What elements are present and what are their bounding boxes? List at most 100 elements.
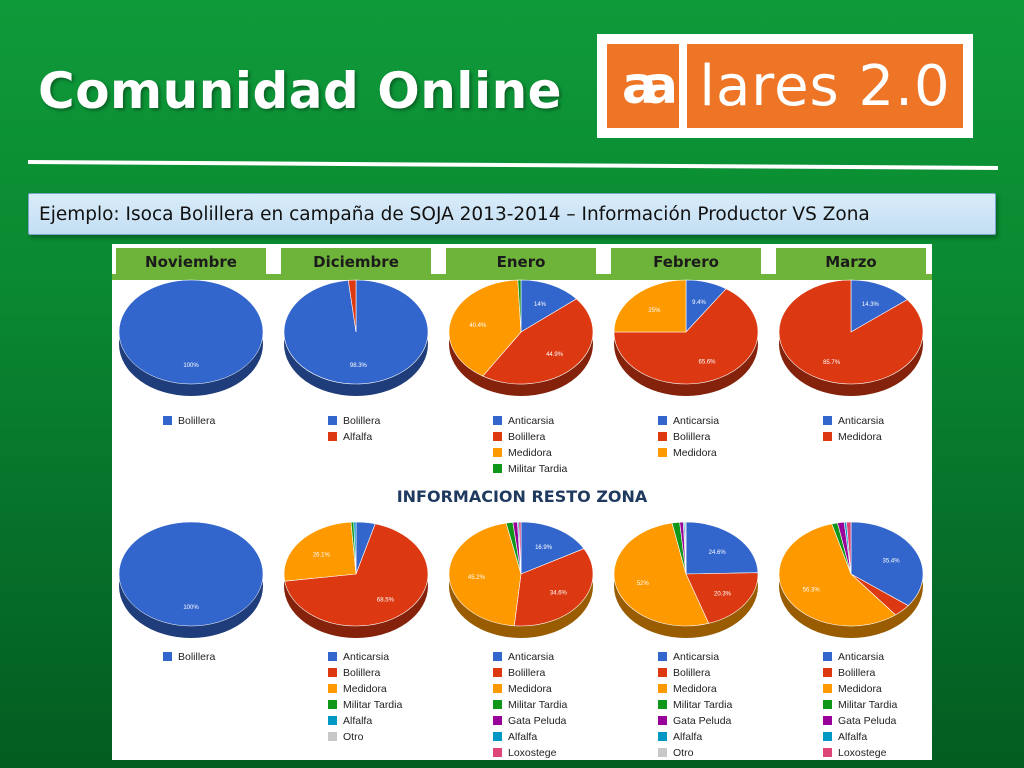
pie-slice-zona-diciembre-alfalfa bbox=[353, 521, 357, 575]
month-header-diciembre bbox=[281, 248, 431, 274]
pie-label-zona-febrero-0: 24.6% bbox=[709, 550, 727, 556]
legend-label-zona-marzo-5: Alfalfa bbox=[838, 731, 867, 743]
legend-label-productor-marzo-0: Anticarsia bbox=[838, 415, 884, 427]
legend-label-zona-febrero-0: Anticarsia bbox=[673, 651, 719, 663]
legend-swatch-zona-enero-4 bbox=[493, 716, 502, 725]
pie-label-zona-febrero-2: 52% bbox=[637, 581, 650, 587]
legend-label-zona-febrero-2: Medidora bbox=[673, 683, 717, 695]
pie-slice-zona-febrero-otro bbox=[684, 521, 687, 575]
legend-swatch-zona-marzo-0 bbox=[823, 652, 832, 661]
pie-slice-zona-marzo-anticarsia bbox=[850, 521, 924, 606]
pie-slice-zona-marzo-loxostege bbox=[846, 521, 852, 575]
subtitle-banner: Ejemplo: Isoca Bolillera en campaña de S… bbox=[28, 193, 996, 235]
legend-swatch-zona-marzo-6 bbox=[823, 748, 832, 757]
legend-swatch-zona-marzo-3 bbox=[823, 700, 832, 709]
pie-label-productor-febrero-1: 65.6% bbox=[699, 359, 717, 365]
legend-swatch-zona-marzo-1 bbox=[823, 668, 832, 677]
pie-slice-productor-enero-anticarsia bbox=[520, 279, 577, 333]
month-header-enero bbox=[446, 248, 596, 274]
logo-mark: aa bbox=[607, 44, 679, 128]
legend-swatch-productor-diciembre-0 bbox=[328, 416, 337, 425]
legend-swatch-zona-noviembre-0 bbox=[163, 652, 172, 661]
legend-swatch-zona-diciembre-1 bbox=[328, 668, 337, 677]
legend-swatch-productor-febrero-2 bbox=[658, 448, 667, 457]
pie-slice-zona-noviembre-bolillera bbox=[118, 521, 264, 627]
legend-label-productor-enero-0: Anticarsia bbox=[508, 415, 554, 427]
legend-label-productor-noviembre-0: Bolillera bbox=[178, 415, 216, 427]
legend-swatch-zona-marzo-5 bbox=[823, 732, 832, 741]
legend-swatch-productor-enero-0 bbox=[493, 416, 502, 425]
pie-label-zona-noviembre-0: 100% bbox=[183, 605, 199, 611]
legend-label-zona-enero-5: Alfalfa bbox=[508, 731, 537, 743]
legend-label-zona-diciembre-0: Anticarsia bbox=[343, 651, 389, 663]
pie-slice-productor-noviembre-bolillera bbox=[118, 279, 264, 385]
month-header-febrero bbox=[611, 248, 761, 274]
pie-slice-zona-marzo-medidora bbox=[778, 523, 896, 627]
pie-label-productor-enero-1: 44.9% bbox=[546, 352, 564, 358]
pie-label-zona-diciembre-1: 68.5% bbox=[377, 597, 395, 603]
section-label-resto-zona: INFORMACION RESTO ZONA bbox=[397, 487, 648, 506]
legend-label-zona-diciembre-4: Alfalfa bbox=[343, 715, 372, 727]
pie-slice-productor-febrero-medidora bbox=[613, 279, 687, 333]
legend-label-zona-febrero-5: Alfalfa bbox=[673, 731, 702, 743]
legend-label-zona-febrero-3: Militar Tardia bbox=[673, 699, 732, 711]
slide-title: Comunidad Online bbox=[38, 62, 563, 120]
pie-slice-productor-enero-bolillera bbox=[482, 298, 594, 385]
month-label-marzo: Marzo bbox=[825, 253, 876, 271]
legend-label-zona-noviembre-0: Bolillera bbox=[178, 651, 216, 663]
month-label-febrero: Febrero bbox=[653, 253, 719, 271]
pie-slice-zona-enero-loxostege bbox=[518, 521, 522, 575]
pie-slice-zona-febrero-bolillera bbox=[685, 572, 759, 624]
legend-swatch-zona-enero-6 bbox=[493, 748, 502, 757]
pie-label-productor-febrero-0: 9.4% bbox=[692, 300, 706, 306]
legend-swatch-zona-enero-3 bbox=[493, 700, 502, 709]
pie-label-zona-marzo-2: 56.3% bbox=[803, 588, 821, 594]
legend-swatch-zona-febrero-4 bbox=[658, 716, 667, 725]
legend-swatch-zona-diciembre-2 bbox=[328, 684, 337, 693]
pie-slice-zona-enero-bolillera bbox=[513, 548, 594, 627]
month-label-noviembre: Noviembre bbox=[145, 253, 237, 271]
pie-label-productor-diciembre-0: 98.3% bbox=[350, 363, 368, 369]
legend-label-zona-enero-4: Gata Peluda bbox=[508, 715, 567, 727]
pie-slice-zona-enero-anticarsia bbox=[520, 521, 585, 575]
month-header-noviembre bbox=[116, 248, 266, 274]
charts-panel: Noviembre Diciembre Enero Febrero Marzo INFOR… bbox=[112, 244, 932, 760]
legend-label-zona-febrero-1: Bolillera bbox=[673, 667, 711, 679]
pie-slice-productor-marzo-medidora bbox=[778, 279, 924, 385]
legend-label-productor-febrero-1: Bolillera bbox=[673, 431, 711, 443]
subtitle-text: Ejemplo: Isoca Bolillera en campaña de S… bbox=[39, 203, 870, 225]
legend-swatch-zona-marzo-4 bbox=[823, 716, 832, 725]
pie-label-productor-febrero-2: 25% bbox=[648, 308, 661, 314]
legend-swatch-zona-enero-0 bbox=[493, 652, 502, 661]
pie-label-productor-enero-2: 40.4% bbox=[469, 323, 487, 329]
legend-label-productor-enero-1: Bolillera bbox=[508, 431, 546, 443]
legend-swatch-productor-noviembre-0 bbox=[163, 416, 172, 425]
pie-slice-zona-diciembre-bolillera bbox=[284, 523, 429, 627]
legend-swatch-productor-febrero-1 bbox=[658, 432, 667, 441]
pie-slice-zona-febrero-anticarsia bbox=[685, 521, 759, 575]
pie-slice-productor-enero-medidora bbox=[448, 279, 522, 377]
pie-label-productor-marzo-1: 85.7% bbox=[823, 360, 841, 366]
pie-label-productor-enero-0: 14% bbox=[534, 302, 547, 308]
legend-swatch-zona-febrero-3 bbox=[658, 700, 667, 709]
legend-label-productor-diciembre-0: Bolillera bbox=[343, 415, 381, 427]
legend-label-zona-marzo-1: Bolillera bbox=[838, 667, 876, 679]
pie-label-zona-enero-1: 34.6% bbox=[550, 591, 568, 597]
legend-label-productor-enero-2: Medidora bbox=[508, 447, 552, 459]
legend-swatch-productor-enero-2 bbox=[493, 448, 502, 457]
title-divider bbox=[27, 160, 999, 170]
legend-label-productor-febrero-0: Anticarsia bbox=[673, 415, 719, 427]
legend-label-zona-diciembre-2: Medidora bbox=[343, 683, 387, 695]
legend-label-zona-diciembre-3: Militar Tardia bbox=[343, 699, 402, 711]
pie-label-productor-noviembre-0: 100% bbox=[183, 363, 199, 369]
legend-label-zona-marzo-0: Anticarsia bbox=[838, 651, 884, 663]
pie-label-productor-marzo-0: 14.3% bbox=[862, 302, 880, 308]
legend-label-zona-febrero-4: Gata Peluda bbox=[673, 715, 732, 727]
logo-text: lares 2.0 bbox=[687, 44, 963, 128]
legend-swatch-zona-diciembre-5 bbox=[328, 732, 337, 741]
legend-swatch-zona-diciembre-4 bbox=[328, 716, 337, 725]
month-header-marzo bbox=[776, 248, 926, 274]
pie-slice-productor-enero-militar-tardia bbox=[517, 279, 522, 333]
pie-slice-zona-diciembre-medidora bbox=[283, 521, 357, 582]
legend-label-zona-enero-6: Loxostege bbox=[508, 747, 557, 759]
